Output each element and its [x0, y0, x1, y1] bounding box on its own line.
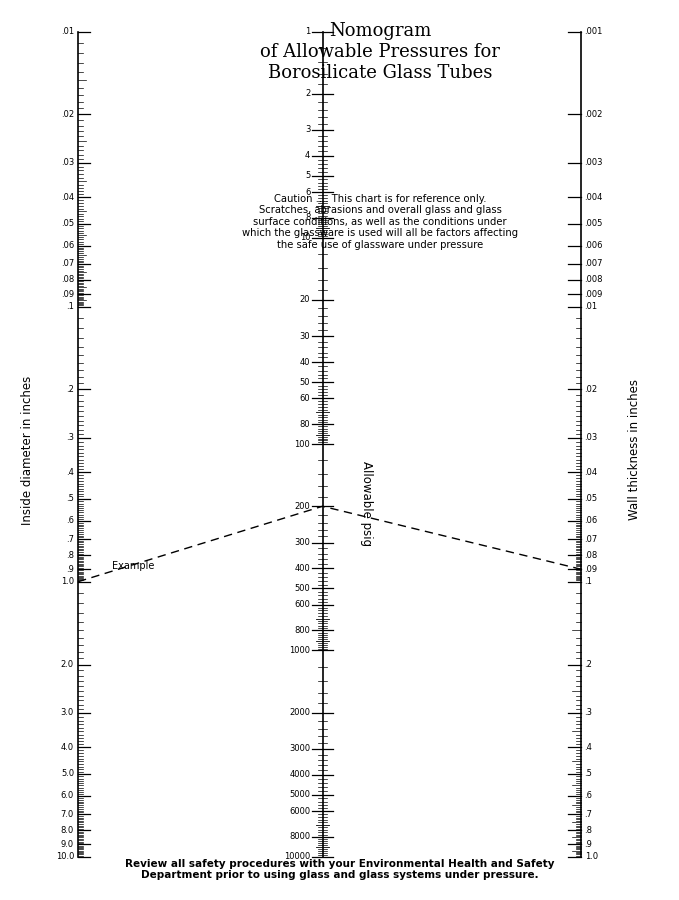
Text: .6: .6 — [66, 517, 74, 526]
Text: 10.0: 10.0 — [56, 852, 74, 861]
Text: .07: .07 — [60, 259, 74, 268]
Text: 5: 5 — [305, 171, 310, 180]
Text: .2: .2 — [66, 385, 74, 394]
Text: .2: .2 — [585, 660, 593, 669]
Text: 500: 500 — [295, 584, 310, 593]
Text: 2: 2 — [305, 89, 310, 98]
Text: Inside diameter in inches: Inside diameter in inches — [20, 375, 34, 525]
Text: 5000: 5000 — [289, 790, 310, 799]
Text: .1: .1 — [585, 577, 593, 586]
Text: .9: .9 — [66, 564, 74, 573]
Text: .01: .01 — [61, 27, 74, 36]
Text: Review all safety procedures with your Environmental Health and Safety
Departmen: Review all safety procedures with your E… — [125, 859, 554, 880]
Text: Nomogram
of Allowable Pressures for
Borosilicate Glass Tubes: Nomogram of Allowable Pressures for Boro… — [260, 22, 500, 82]
Text: 6.0: 6.0 — [60, 791, 74, 800]
Text: .003: .003 — [585, 158, 603, 167]
Text: .09: .09 — [585, 564, 598, 573]
Text: 6000: 6000 — [289, 806, 310, 815]
Text: .8: .8 — [585, 825, 593, 834]
Text: Caution .... This chart is for reference only.
Scratches, abrasions and overall : Caution .... This chart is for reference… — [242, 194, 518, 250]
Text: .3: .3 — [585, 708, 593, 717]
Text: .7: .7 — [66, 535, 74, 544]
Text: .008: .008 — [585, 275, 603, 284]
Text: .09: .09 — [61, 290, 74, 299]
Text: .02: .02 — [585, 385, 598, 394]
Text: 8000: 8000 — [289, 832, 310, 842]
Text: 7.0: 7.0 — [60, 810, 74, 819]
Text: Wall thickness in inches: Wall thickness in inches — [628, 380, 642, 520]
Text: .3: .3 — [66, 434, 74, 443]
Text: .01: .01 — [585, 302, 598, 311]
Text: .6: .6 — [585, 791, 593, 800]
Text: .4: .4 — [585, 742, 593, 752]
Text: 200: 200 — [295, 502, 310, 511]
Text: 2000: 2000 — [289, 708, 310, 717]
Text: 60: 60 — [299, 394, 310, 403]
Text: .002: .002 — [585, 110, 603, 119]
Text: .06: .06 — [60, 241, 74, 250]
Text: .001: .001 — [585, 27, 603, 36]
Text: 40: 40 — [300, 357, 310, 366]
Text: .03: .03 — [585, 434, 598, 443]
Text: 800: 800 — [295, 626, 310, 635]
Text: 30: 30 — [299, 332, 310, 341]
Text: 80: 80 — [299, 419, 310, 428]
Text: .9: .9 — [585, 840, 593, 849]
Text: 4: 4 — [305, 151, 310, 160]
Text: 6: 6 — [305, 187, 310, 196]
Text: .4: .4 — [66, 468, 74, 477]
Text: 5.0: 5.0 — [61, 770, 74, 778]
Text: 8.0: 8.0 — [60, 825, 74, 834]
Text: 1.0: 1.0 — [61, 577, 74, 586]
Text: .04: .04 — [585, 468, 598, 477]
Text: Allowable psig: Allowable psig — [360, 462, 373, 546]
Text: .05: .05 — [585, 494, 598, 503]
Text: 3: 3 — [305, 125, 310, 134]
Text: Example: Example — [112, 561, 154, 571]
Text: 20: 20 — [300, 295, 310, 304]
Text: 3.0: 3.0 — [60, 708, 74, 717]
Text: .007: .007 — [585, 259, 603, 268]
Text: 100: 100 — [295, 440, 310, 449]
Text: .08: .08 — [585, 551, 598, 560]
Text: .06: .06 — [585, 517, 598, 526]
Text: 10000: 10000 — [284, 852, 310, 861]
Text: 600: 600 — [295, 600, 310, 609]
Text: .5: .5 — [585, 770, 593, 778]
Text: .005: .005 — [585, 220, 603, 229]
Text: 1: 1 — [305, 27, 310, 36]
Text: .006: .006 — [585, 241, 603, 250]
Text: .8: .8 — [66, 551, 74, 560]
Text: 9.0: 9.0 — [61, 840, 74, 849]
Text: .02: .02 — [61, 110, 74, 119]
Text: 2.0: 2.0 — [61, 660, 74, 669]
Text: 300: 300 — [295, 538, 310, 547]
Text: .08: .08 — [60, 275, 74, 284]
Text: 10: 10 — [300, 233, 310, 242]
Text: 8: 8 — [305, 213, 310, 222]
Text: 4000: 4000 — [289, 770, 310, 779]
Text: .1: .1 — [66, 302, 74, 311]
Text: .04: .04 — [61, 193, 74, 202]
Text: 400: 400 — [295, 564, 310, 573]
Text: 50: 50 — [300, 377, 310, 386]
Text: .07: .07 — [585, 535, 598, 544]
Text: 3000: 3000 — [289, 744, 310, 753]
Text: 1.0: 1.0 — [585, 852, 598, 861]
Text: .004: .004 — [585, 193, 603, 202]
Text: .03: .03 — [60, 158, 74, 167]
Text: .009: .009 — [585, 290, 603, 299]
Text: .7: .7 — [585, 810, 593, 819]
Text: 4.0: 4.0 — [61, 742, 74, 752]
Text: .05: .05 — [61, 220, 74, 229]
Text: .5: .5 — [66, 494, 74, 503]
Text: 1000: 1000 — [289, 646, 310, 655]
